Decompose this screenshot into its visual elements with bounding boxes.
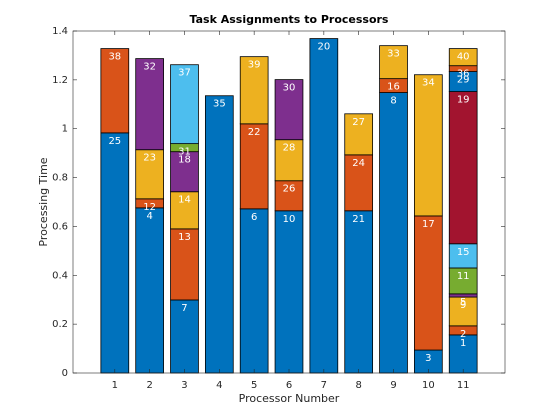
- segment-label: 38: [108, 52, 121, 63]
- y-tick-label: 0.6: [52, 221, 68, 232]
- bar-segment: [448, 296, 478, 327]
- bar-segment: [135, 207, 164, 374]
- x-tick-label: 4: [216, 380, 222, 391]
- segment-label: 16: [387, 82, 400, 93]
- segment-label: 9: [460, 300, 466, 311]
- x-tick-label: 10: [422, 380, 435, 391]
- segment-label: 5: [460, 297, 466, 308]
- bar-segment: [344, 113, 374, 156]
- segment-label: 28: [283, 143, 296, 154]
- bar-segment: [204, 95, 234, 374]
- segment-label: 36: [457, 69, 470, 80]
- y-tick-label: 1.4: [52, 26, 68, 37]
- bar-segment: [379, 92, 408, 374]
- segment-label: 39: [248, 60, 261, 71]
- y-tick-label: 0.8: [52, 173, 68, 184]
- y-tick-label: 0: [62, 368, 68, 379]
- segment-label: 27: [352, 117, 365, 128]
- segment-label: 34: [422, 78, 435, 89]
- y-tick-label: 1.2: [52, 75, 68, 86]
- bar-segment: [135, 58, 164, 151]
- x-axis-label: Processor Number: [239, 392, 340, 405]
- segment-label: 25: [108, 136, 121, 147]
- segment-label: 3: [425, 353, 431, 364]
- segment-label: 11: [457, 271, 470, 282]
- bar-segment: [170, 64, 199, 145]
- x-tick-label: 7: [321, 380, 327, 391]
- x-tick-label: 9: [390, 380, 396, 391]
- bar-segment: [135, 149, 164, 200]
- bar-segment: [344, 210, 374, 374]
- bar-segment: [274, 139, 304, 182]
- segment-label: 22: [248, 127, 261, 138]
- segment-label: 7: [181, 303, 187, 314]
- bar-segment: [448, 91, 478, 245]
- segment-label: 30: [283, 83, 296, 94]
- x-tick-label: 6: [286, 380, 292, 391]
- x-tick-label: 5: [251, 380, 257, 391]
- x-tick-label: 3: [181, 380, 187, 391]
- segment-label: 29: [457, 75, 470, 86]
- segment-label: 17: [422, 219, 435, 230]
- segment-label: 15: [457, 247, 470, 258]
- bar-segment: [414, 215, 443, 351]
- segment-label: 13: [178, 232, 191, 243]
- segment-label: 8: [390, 96, 396, 107]
- segment-label: 32: [143, 62, 156, 73]
- bar-segment: [239, 208, 269, 374]
- bar-segment: [274, 210, 304, 374]
- segment-label: 4: [146, 211, 152, 222]
- bar-segment: [414, 74, 443, 217]
- segment-label: 24: [352, 158, 365, 169]
- segment-label: 10: [283, 214, 296, 225]
- bar-segment: [309, 38, 339, 374]
- x-tick-label: 1: [112, 380, 118, 391]
- bar-segment: [239, 56, 269, 125]
- segment-label: 2: [460, 329, 466, 340]
- segment-label: 21: [352, 214, 365, 225]
- x-tick-label: 8: [355, 380, 361, 391]
- segment-label: 6: [251, 212, 257, 223]
- bar-segment: [448, 267, 478, 295]
- segment-label: 1: [460, 338, 466, 349]
- bar-segment: [448, 334, 478, 374]
- segment-label: 40: [457, 52, 470, 63]
- bar-segment: [344, 154, 374, 212]
- segment-label: 19: [457, 95, 470, 106]
- bar-segment: [379, 45, 408, 80]
- segment-label: 14: [178, 195, 191, 206]
- segment-label: 37: [178, 68, 191, 79]
- y-tick-label: 1: [62, 124, 68, 135]
- segment-label: 33: [387, 49, 400, 60]
- segment-label: 26: [283, 184, 296, 195]
- chart-title: Task Assignments to Processors: [190, 13, 389, 26]
- y-axis-label: Processing Time: [37, 157, 50, 246]
- segment-label: 18: [178, 155, 191, 166]
- segment-label: 23: [143, 153, 156, 164]
- bar-segment: [274, 180, 304, 212]
- x-tick-label: 2: [146, 380, 152, 391]
- x-tick-label: 11: [457, 380, 470, 391]
- y-tick-label: 0.4: [52, 270, 68, 281]
- segment-label: 31: [178, 147, 191, 158]
- bar-segment: [239, 123, 269, 210]
- segment-label: 12: [143, 202, 156, 213]
- bar-segment: [100, 132, 130, 374]
- segment-label: 20: [317, 42, 330, 53]
- bar-segment: [274, 79, 304, 141]
- bar-segment: [448, 48, 478, 67]
- segment-label: 35: [213, 99, 226, 110]
- bar-segment: [100, 48, 130, 134]
- y-tick-label: 0.2: [52, 319, 68, 330]
